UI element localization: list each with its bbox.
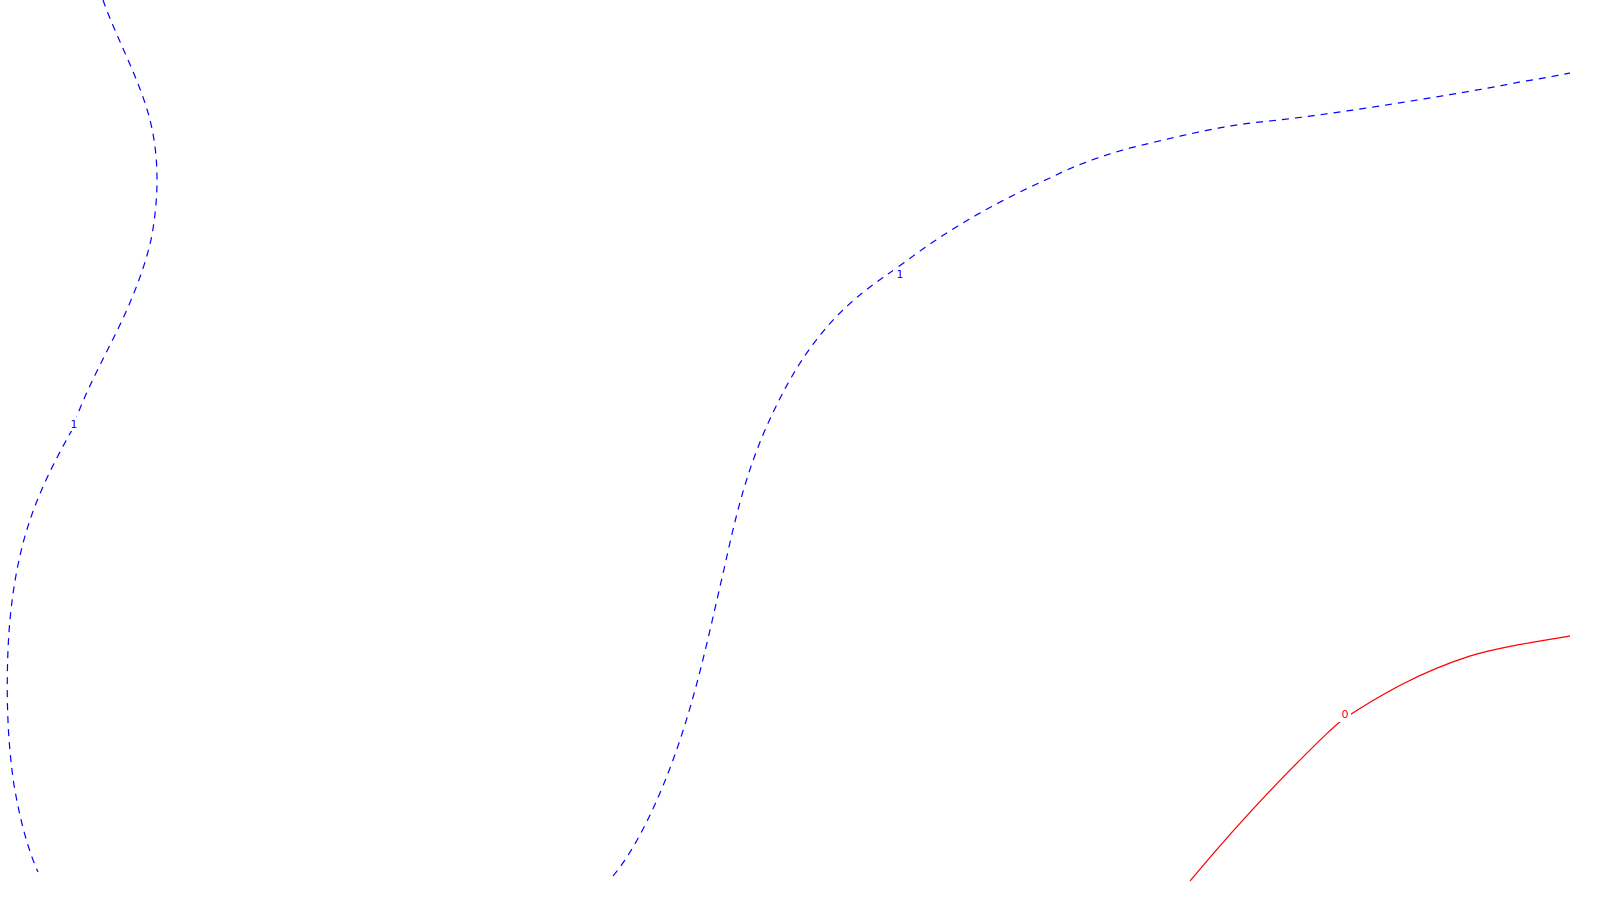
contour-label-1-left: 1 xyxy=(67,417,81,431)
contour-line-0 xyxy=(1189,635,1571,882)
contour-label-0: 0 xyxy=(1337,708,1351,722)
contour-label-1-center: 1 xyxy=(893,268,907,282)
contour-label-text: 1 xyxy=(71,418,78,431)
contour-line-1-center xyxy=(612,72,1571,877)
contour-label-text: 1 xyxy=(897,268,904,281)
contour-line-1-left xyxy=(6,0,158,873)
contour-label-text: 0 xyxy=(1342,708,1349,721)
